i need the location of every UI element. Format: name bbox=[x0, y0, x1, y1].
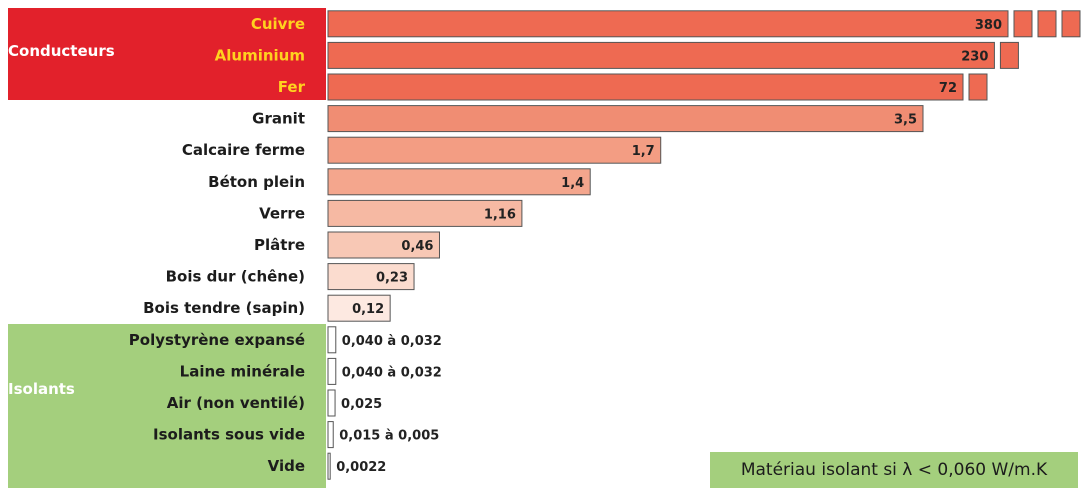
bar-fer bbox=[327, 73, 964, 101]
bar-bois-tendre-sapin bbox=[327, 294, 391, 322]
category-label-isolants-sous-vide: Isolants sous vide bbox=[153, 426, 305, 444]
value-label-bois-dur-chene: 0,23 bbox=[376, 271, 408, 286]
category-label-granit: Granit bbox=[252, 110, 305, 128]
category-label-bois-tendre-sapin: Bois tendre (sapin) bbox=[143, 299, 305, 317]
value-label-platre: 0,46 bbox=[401, 239, 433, 254]
bar-platre bbox=[327, 231, 440, 259]
category-label-aluminium: Aluminium bbox=[215, 46, 305, 64]
value-label-isolants-sous-vide: 0,015 à 0,005 bbox=[339, 429, 439, 444]
bar-break-segment-cuivre bbox=[1061, 10, 1081, 38]
category-label-laine-minerale: Laine minérale bbox=[180, 362, 305, 380]
bar-break-segment-cuivre bbox=[1037, 10, 1057, 38]
group-label-conducteurs: Conducteurs bbox=[8, 42, 115, 60]
bar-aluminium bbox=[327, 41, 995, 69]
value-label-bois-tendre-sapin: 0,12 bbox=[352, 302, 384, 317]
category-label-fer: Fer bbox=[278, 78, 306, 96]
value-label-granit: 3,5 bbox=[894, 113, 917, 128]
value-label-aluminium: 230 bbox=[961, 49, 988, 64]
value-label-beton-plein: 1,4 bbox=[561, 176, 584, 191]
insulation-threshold-note: Matériau isolant si λ < 0,060 W/m.K bbox=[710, 452, 1078, 488]
bar-polystyrene-expanse bbox=[327, 326, 337, 354]
value-label-calcaire-ferme: 1,7 bbox=[632, 144, 655, 159]
isolants-band bbox=[8, 324, 326, 488]
bar-isolants-sous-vide bbox=[327, 421, 334, 449]
bar-verre bbox=[327, 199, 523, 227]
category-label-beton-plein: Béton plein bbox=[208, 173, 305, 191]
category-label-cuivre: Cuivre bbox=[251, 15, 305, 33]
bar-granit bbox=[327, 105, 924, 133]
bar-laine-minerale bbox=[327, 357, 337, 385]
category-label-air-non-ventile: Air (non ventilé) bbox=[167, 394, 305, 412]
value-label-vide: 0,0022 bbox=[336, 460, 386, 475]
category-label-vide: Vide bbox=[268, 457, 305, 475]
category-label-calcaire-ferme: Calcaire ferme bbox=[182, 141, 305, 159]
value-label-laine-minerale: 0,040 à 0,032 bbox=[342, 365, 442, 380]
category-label-polystyrene-expanse: Polystyrène expansé bbox=[129, 331, 305, 349]
category-label-platre: Plâtre bbox=[254, 236, 305, 254]
bar-calcaire-ferme bbox=[327, 136, 662, 164]
category-label-bois-dur-chene: Bois dur (chêne) bbox=[166, 268, 305, 286]
bar-bois-dur-chene bbox=[327, 263, 415, 291]
bar-break-segment-aluminium bbox=[999, 41, 1019, 69]
value-label-polystyrene-expanse: 0,040 à 0,032 bbox=[342, 334, 442, 349]
bar-break-segment-fer bbox=[968, 73, 988, 101]
value-label-verre: 1,16 bbox=[484, 207, 516, 222]
bar-break-segment-cuivre bbox=[1013, 10, 1033, 38]
category-label-verre: Verre bbox=[259, 204, 305, 222]
value-label-air-non-ventile: 0,025 bbox=[341, 397, 382, 412]
bar-cuivre bbox=[327, 10, 1009, 38]
bar-vide bbox=[327, 452, 331, 480]
group-label-isolants: Isolants bbox=[8, 380, 75, 398]
conducteurs-band bbox=[8, 8, 326, 100]
bar-air-non-ventile bbox=[327, 389, 336, 417]
bar-beton-plein bbox=[327, 168, 591, 196]
value-label-fer: 72 bbox=[939, 81, 957, 96]
value-label-cuivre: 380 bbox=[975, 18, 1002, 33]
